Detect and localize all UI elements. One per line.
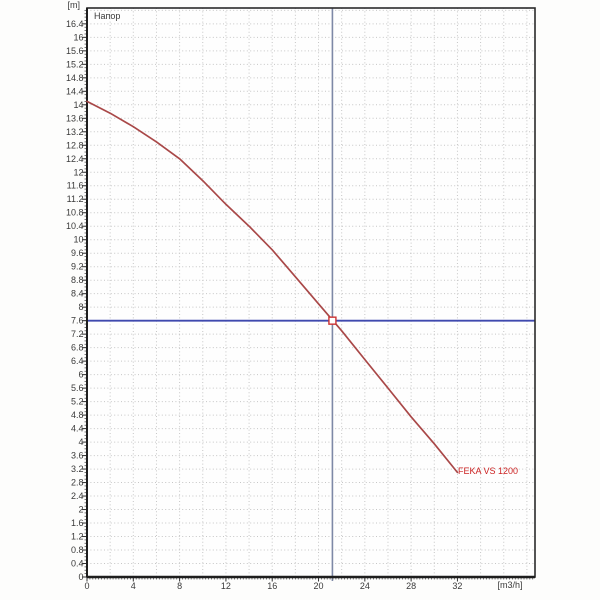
x-axis-tick-label: 16	[267, 581, 277, 591]
y-axis-tick-label: 11.6	[67, 181, 84, 191]
pump-curve-feka-vs-1200	[86, 100, 459, 474]
y-axis-tick-label: 12	[73, 167, 83, 177]
y-axis-tick-label: 5.6	[71, 383, 84, 393]
y-axis-tick-label: 13.6	[66, 113, 84, 123]
x-axis-tick-label: 0	[84, 581, 89, 591]
y-axis-tick-label: 14	[73, 100, 83, 110]
x-axis-tick-label: 20	[314, 581, 324, 591]
y-axis-tick-label: 1.6	[71, 518, 84, 528]
y-axis-tick-label: 2	[78, 505, 83, 515]
y-axis-tick-label: 3.6	[71, 451, 84, 461]
x-axis-tick-label: 28	[406, 581, 416, 591]
y-axis-tick-label: 3.2	[71, 464, 84, 474]
y-axis-tick-label: 6.4	[71, 356, 84, 366]
y-axis-tick-label: 7.6	[71, 316, 84, 326]
y-axis-tick-label: 8	[78, 302, 83, 312]
y-axis-tick-label: 16.4	[66, 19, 84, 29]
y-axis-tick-label: 4	[78, 437, 83, 447]
x-axis-tick-label: 24	[360, 581, 370, 591]
y-axis-tick-label: 16	[73, 32, 83, 42]
y-axis-tick-label: 6.8	[71, 343, 84, 353]
x-axis-tick-label: 4	[131, 581, 136, 591]
y-axis-tick-label: 15.6	[66, 46, 84, 56]
y-axis-tick-label: 7.2	[71, 329, 84, 339]
y-axis-tick-label: 15.2	[66, 59, 84, 69]
x-axis-tick-label: 12	[221, 581, 231, 591]
y-axis-tick-label: 10.4	[66, 221, 84, 231]
y-axis-tick-label: 9.2	[71, 262, 84, 272]
operating-point-marker	[328, 316, 337, 325]
y-axis-tick-label: 10.8	[66, 208, 84, 218]
y-axis-tick-label: 12.8	[66, 140, 84, 150]
y-axis-tick-label: 12.4	[66, 154, 84, 164]
y-axis-tick-label: 4.4	[71, 424, 84, 434]
y-axis-tick-label: 2.4	[71, 491, 84, 501]
y-axis-tick-label: 13.2	[66, 127, 84, 137]
x-axis-tick-label: 32	[452, 581, 462, 591]
x-axis-tick-label: 8	[177, 581, 182, 591]
y-axis-tick-label: 14.8	[66, 73, 84, 83]
chart-title: Напор	[94, 11, 121, 21]
y-axis-tick-label: 0.4	[71, 559, 84, 569]
y-axis-tick-label: 0	[78, 572, 83, 582]
y-axis-tick-label: 14.4	[66, 86, 84, 96]
series-label-feka-vs-1200: FEKA VS 1200	[458, 466, 519, 476]
y-axis-tick-label: 5.2	[71, 397, 84, 407]
plot-background	[87, 8, 535, 577]
y-axis-tick-label: 4.8	[71, 410, 84, 420]
x-axis-unit-label: [m3/h]	[497, 580, 523, 590]
y-axis-tick-label: 2.8	[71, 478, 84, 488]
y-axis-tick-label: 1.2	[71, 532, 84, 542]
y-axis-tick-label: 11.2	[67, 194, 84, 204]
y-axis-tick-label: 6	[78, 370, 83, 380]
y-axis-tick-label: 9.6	[71, 248, 84, 258]
y-axis-tick-label: 8.4	[71, 289, 84, 299]
y-axis-tick-label: 10	[73, 235, 83, 245]
y-axis-tick-label: 8.8	[71, 275, 84, 285]
y-axis-unit-label: [m]	[67, 0, 81, 10]
y-axis-tick-label: 0.8	[71, 545, 84, 555]
